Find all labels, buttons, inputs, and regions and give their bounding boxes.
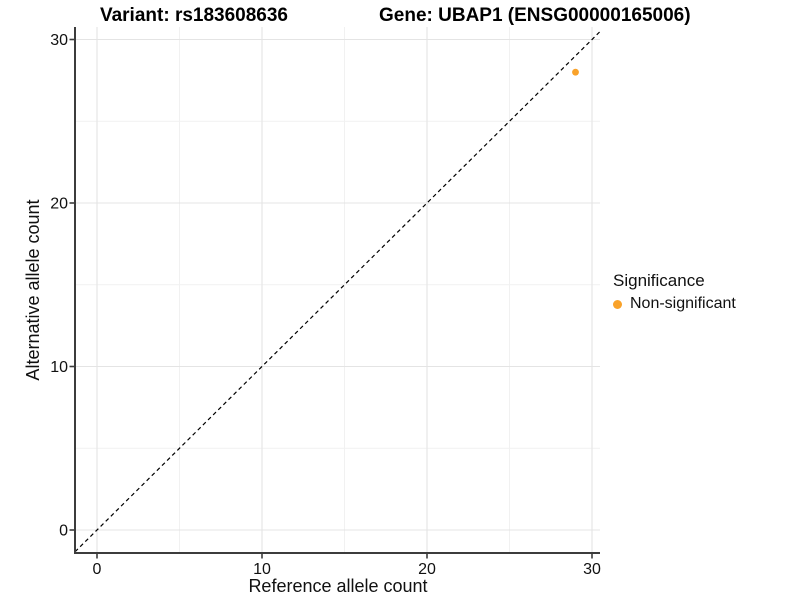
x-tick-label: 10	[253, 561, 271, 578]
legend-key-dot	[613, 299, 622, 309]
plot-title-variant: Variant: rs183608636	[99, 5, 289, 26]
y-tick-label: 10	[50, 359, 68, 376]
data-point	[572, 68, 579, 76]
x-axis-title: Reference allele count	[248, 576, 428, 596]
plot-title-gene: Gene: UBAP1 (ENSG00000165006)	[379, 5, 691, 26]
identity-dashed-line	[74, 31, 601, 553]
y-tick-label: 20	[50, 196, 68, 213]
y-tick-label: 0	[59, 523, 68, 540]
x-tick-label: 0	[93, 561, 102, 578]
legend-item-label: Non-significant	[630, 295, 736, 312]
legend-items: Non-significant	[613, 294, 798, 314]
x-tick-label: 20	[418, 561, 436, 578]
legend-title: Significance	[613, 271, 705, 290]
legend: Significance Non-significant	[613, 271, 798, 314]
legend-item: Non-significant	[613, 294, 798, 314]
y-axis-title: Alternative allele count	[23, 199, 43, 381]
y-tick-label: 30	[50, 32, 68, 49]
x-tick-label: 30	[583, 561, 601, 578]
